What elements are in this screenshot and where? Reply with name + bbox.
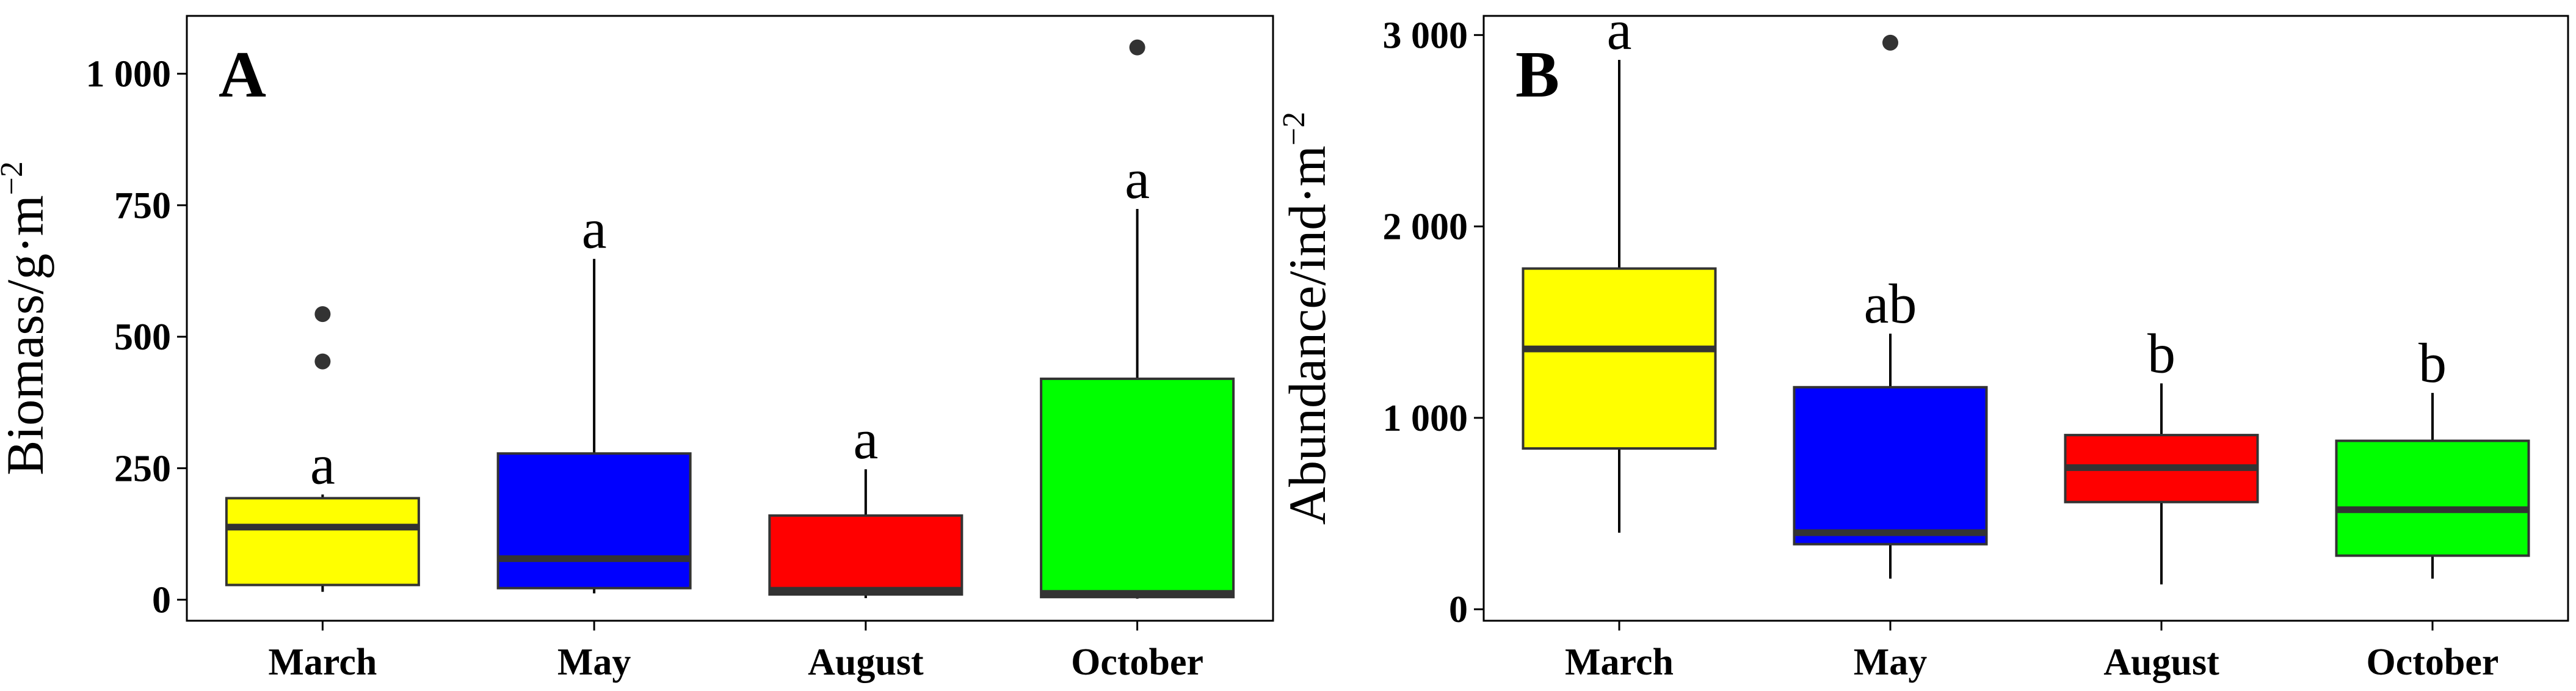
y-tick-label: 0 bbox=[152, 580, 171, 621]
y-axis-title-text: Abundance/ind·m bbox=[1278, 145, 1337, 525]
panel-a: 0 250 500 750 1 000 March May August October Biom… bbox=[0, 15, 1274, 683]
y-tick-label: 2 000 bbox=[1383, 207, 1468, 248]
y-tick-label: 0 bbox=[1449, 589, 1468, 631]
box-group: a bbox=[496, 198, 692, 594]
panel-label: A bbox=[219, 38, 266, 111]
x-tick-label: August bbox=[2103, 642, 2219, 683]
y-axis-title-superscript: −2 bbox=[1277, 112, 1312, 145]
significance-letter: ab bbox=[1864, 272, 1917, 335]
box-group: ab bbox=[1793, 34, 1988, 579]
x-tick-label: March bbox=[268, 642, 377, 683]
y-axis-title: Biomass/g·m−2 bbox=[0, 161, 54, 475]
box-group: a bbox=[225, 306, 420, 592]
y-tick-label: 1 000 bbox=[86, 54, 172, 95]
y-tick-label: 750 bbox=[114, 185, 171, 227]
x-tick-label: October bbox=[1071, 642, 1203, 683]
y-tick-label: 1 000 bbox=[1383, 398, 1468, 439]
x-tick-label: March bbox=[1565, 642, 1674, 683]
significance-letter: a bbox=[1607, 0, 1632, 61]
box-iqr bbox=[496, 452, 692, 590]
significance-letter: b bbox=[2418, 332, 2447, 394]
x-tick-label: October bbox=[2367, 642, 2499, 683]
y-axis-title: Abundance/ind·m−2 bbox=[1277, 112, 1337, 525]
box-group: b bbox=[2064, 323, 2259, 585]
y-axis-title-text: Biomass/g·m bbox=[0, 195, 54, 475]
significance-letter: a bbox=[582, 198, 607, 260]
y-axis-title-superscript: −2 bbox=[0, 161, 29, 195]
plot-frame bbox=[186, 15, 1274, 622]
box-iqr bbox=[1040, 378, 1235, 599]
y-tick-label: 3 000 bbox=[1383, 15, 1468, 56]
outlier-point bbox=[314, 306, 331, 323]
y-tick-label: 500 bbox=[114, 316, 171, 358]
box-iqr bbox=[2335, 439, 2530, 557]
panel-label: B bbox=[1515, 38, 1559, 111]
box-iqr bbox=[768, 514, 963, 596]
y-tick-label: 250 bbox=[114, 448, 171, 489]
plot-frame bbox=[1482, 15, 2569, 622]
x-tick-label: May bbox=[1854, 642, 1928, 683]
outlier-point bbox=[314, 353, 331, 370]
box-group: a bbox=[1040, 39, 1235, 599]
outlier-point bbox=[1129, 39, 1145, 56]
x-tick-label: August bbox=[808, 642, 924, 683]
box-group: a bbox=[768, 408, 963, 598]
significance-letter: a bbox=[853, 408, 878, 470]
box-group: b bbox=[2335, 332, 2530, 579]
panel-b: 0 1 000 2 000 3 000 March May August October Abu… bbox=[1277, 0, 2569, 683]
box-iqr bbox=[1522, 267, 1717, 450]
box-iqr bbox=[225, 497, 420, 587]
significance-letter: b bbox=[2147, 323, 2175, 385]
x-tick-label: May bbox=[557, 642, 631, 683]
box-iqr bbox=[1793, 386, 1988, 546]
box-group: a bbox=[1522, 0, 1717, 533]
outlier-point bbox=[1882, 34, 1898, 51]
significance-letter: a bbox=[310, 433, 335, 495]
significance-letter: a bbox=[1125, 148, 1150, 210]
